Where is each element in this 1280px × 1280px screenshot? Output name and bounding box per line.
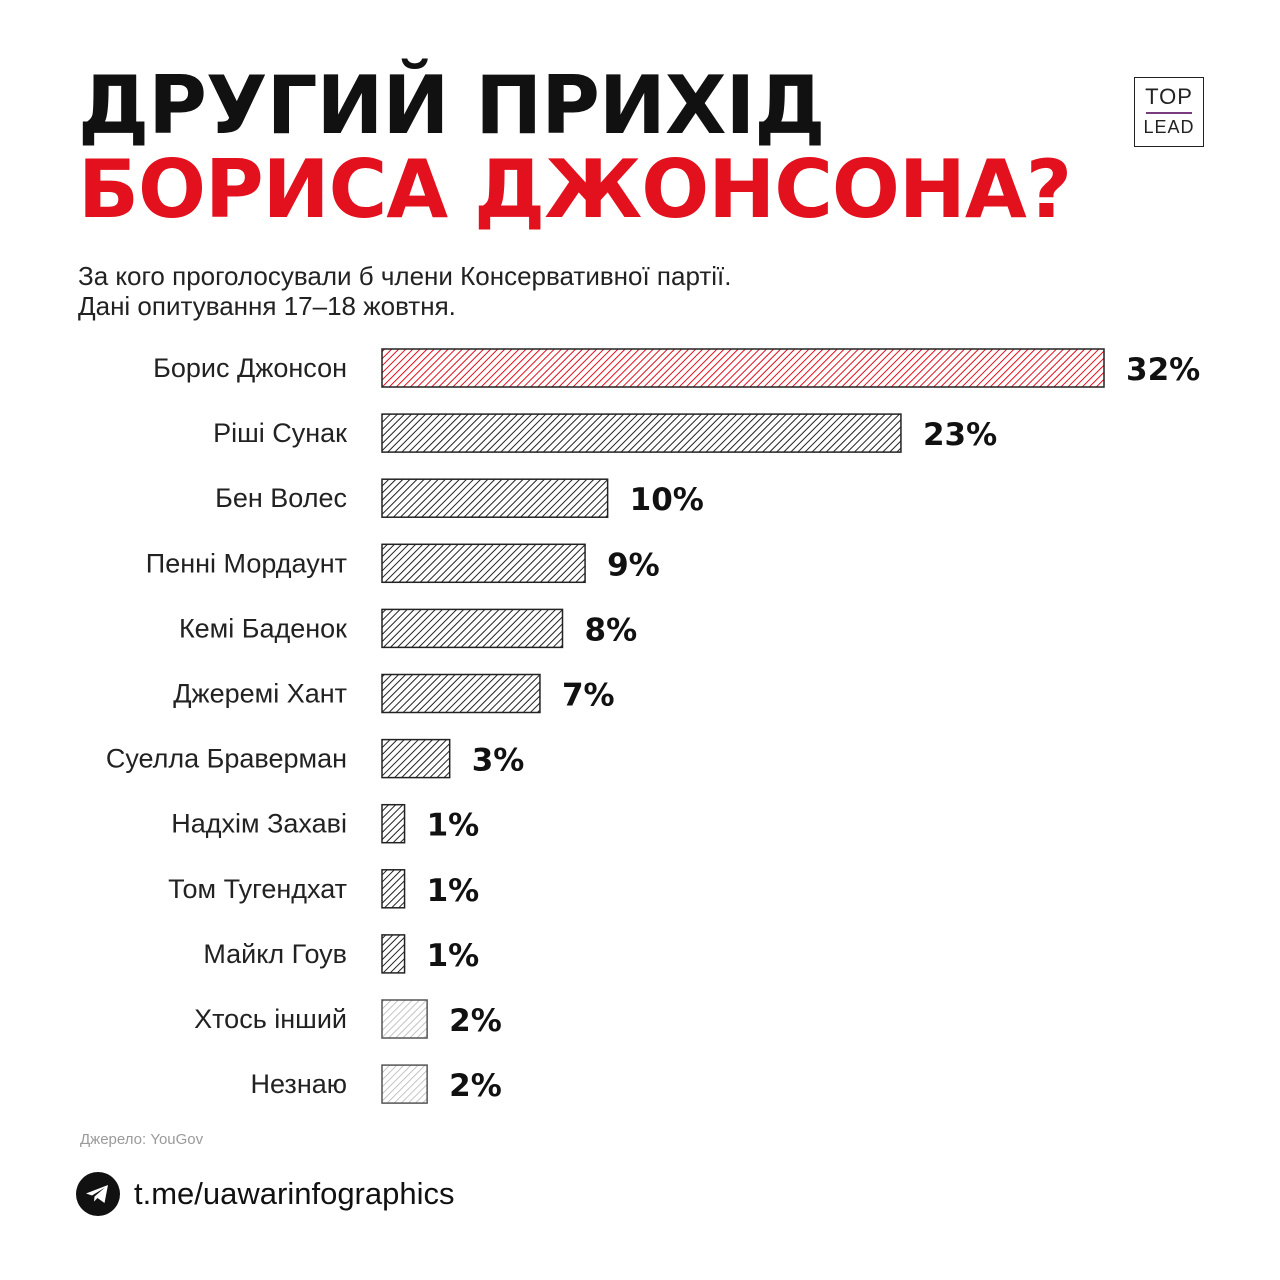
category-label: Ріші Сунак	[213, 418, 347, 448]
value-label: 1%	[427, 808, 480, 844]
category-label: Хтось інший	[194, 1004, 347, 1034]
logo-divider	[1146, 112, 1192, 114]
bar	[381, 413, 902, 453]
category-label: Том Тугендхат	[168, 874, 347, 904]
subtitle: За кого проголосували б члени Консервати…	[78, 261, 732, 321]
bar	[381, 478, 609, 518]
value-label: 1%	[427, 938, 480, 974]
toplead-logo: TOP LEAD	[1134, 77, 1204, 147]
logo-top-text: TOP	[1145, 84, 1193, 109]
category-label: Кемі Баденок	[179, 613, 347, 643]
bar	[381, 543, 586, 584]
bar	[381, 348, 1105, 388]
bar	[381, 999, 428, 1039]
value-label: 10%	[630, 482, 704, 518]
category-label: Борис Джонсон	[153, 353, 347, 383]
category-label: Незнаю	[251, 1069, 347, 1099]
telegram-icon[interactable]	[76, 1172, 120, 1216]
telegram-link[interactable]: t.me/uawarinfographics	[134, 1176, 455, 1211]
subtitle-line-2: Дані опитування 17–18 жовтня.	[78, 291, 456, 321]
bar	[381, 803, 406, 844]
bar	[381, 869, 406, 909]
value-label: 3%	[472, 743, 525, 779]
subtitle-line-1: За кого проголосували б члени Консервати…	[78, 261, 732, 291]
value-label: 2%	[449, 1003, 502, 1039]
category-label: Майкл Гоув	[203, 939, 347, 969]
value-label: 7%	[562, 678, 615, 714]
value-label: 1%	[427, 873, 480, 909]
bar	[381, 1064, 428, 1104]
bar	[381, 934, 406, 974]
category-label: Надхім Захаві	[171, 809, 347, 839]
logo-bottom-text: LEAD	[1143, 116, 1195, 137]
title-line-1: ДРУГИЙ ПРИХІД	[78, 59, 826, 152]
bars-group: Борис Джонсон 32% Ріші Сунак 23% Бен Волес 10…	[106, 348, 1200, 1104]
bar	[381, 738, 451, 779]
bar	[381, 673, 541, 714]
category-label: Пенні Мордаунт	[146, 548, 347, 578]
category-label: Джеремі Хант	[173, 679, 347, 709]
category-label: Суелла Браверман	[106, 744, 347, 774]
value-label: 32%	[1126, 352, 1200, 388]
title-line-2: БОРИСА ДЖОНСОНА?	[78, 143, 1072, 236]
value-label: 23%	[923, 417, 997, 453]
category-label: Бен Волес	[215, 483, 347, 513]
value-label: 2%	[449, 1068, 502, 1104]
value-label: 9%	[607, 547, 660, 583]
value-label: 8%	[585, 612, 638, 648]
bar	[381, 608, 564, 649]
bar-chart: Борис Джонсон 32% Ріші Сунак 23% Бен Волес 10…	[106, 348, 1200, 1104]
source-note: Джерело: YouGov	[80, 1131, 204, 1148]
